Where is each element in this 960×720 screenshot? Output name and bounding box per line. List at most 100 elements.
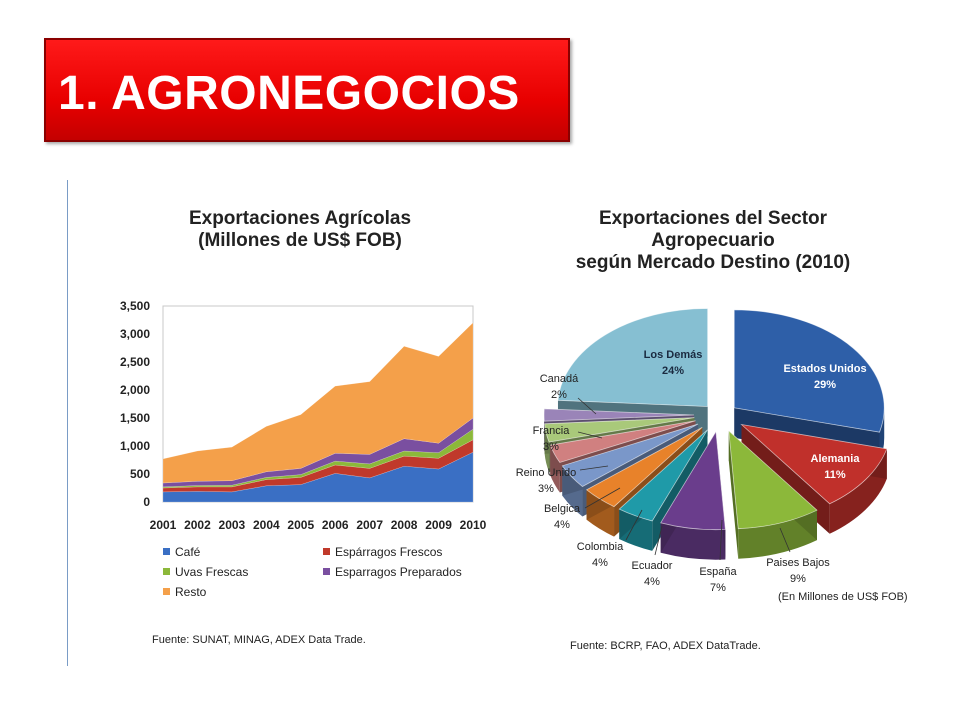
pie-label-name: Francia [533, 425, 571, 437]
pie-slice-top [733, 309, 885, 433]
pie-slice-side [879, 407, 885, 463]
legend-label: Esparragos Preparados [335, 565, 462, 579]
pie-slice-wall [728, 430, 817, 541]
pie-slice-canada [543, 408, 695, 452]
y-tick-label: 500 [130, 467, 150, 481]
legend-item-esparragos-preparados: Esparragos Preparados [323, 565, 462, 579]
legend-swatch [323, 568, 330, 575]
pie-slice-estados-unidos [733, 309, 885, 463]
slide-title-banner: 1. AGRONEGOCIOS [44, 38, 570, 142]
pie-slice-reino-unido [549, 420, 696, 493]
x-tick-label: 2006 [322, 518, 349, 532]
pie-label-pct: 2% [551, 389, 567, 401]
pie-slice-belgica [561, 423, 699, 517]
legend-swatch [323, 548, 330, 555]
pie-slice-wall [741, 424, 830, 534]
legend-item-esparragos-frescos: Espárragos Frescos [323, 545, 442, 559]
pie-leader-line [577, 397, 597, 415]
area-series-resto [162, 322, 474, 484]
pie-slice-top [728, 429, 818, 530]
pie-slice-paises-bajos [728, 429, 818, 559]
pie-slice-top [740, 423, 888, 505]
pie-label-ecuador: Ecuador 4% [632, 525, 673, 588]
x-tick-label: 2009 [425, 518, 452, 532]
x-tick-label: 2005 [287, 518, 314, 532]
pie-slice-top [618, 429, 708, 522]
area-chart-title: Exportaciones Agrícolas (Millones de US$… [150, 208, 450, 252]
legend-swatch [163, 588, 170, 595]
pie-label-pct: 11% [824, 469, 846, 481]
pie-slice-side [544, 423, 550, 473]
pie-label-name: Colombia [577, 541, 624, 553]
pie-slice-side [738, 510, 817, 559]
pie-chart-title-line1: Exportaciones del Sector [598, 208, 828, 229]
pie-chart-source: Fuente: BCRP, FAO, ADEX DataTrade. [570, 640, 761, 652]
pie-label-pct: 29% [814, 379, 836, 391]
pie-label-canada: Canadá 2% [540, 373, 597, 415]
slide-title: 1. AGRONEGOCIOS [58, 67, 520, 120]
legend-label: Café [175, 545, 201, 559]
x-tick-label: 2010 [460, 518, 487, 532]
pie-slice-ecuador [618, 429, 708, 551]
pie-label-colombia: Colombia 4% [577, 509, 643, 569]
pie-slice-espana [660, 430, 726, 560]
y-tick-label: 1,500 [120, 411, 150, 425]
pie-slice-wall [660, 431, 716, 553]
pie-chart-title-line2: Agropecuario [651, 230, 775, 251]
pie-label-pct: 4% [554, 519, 570, 531]
pie-label-pct: 4% [592, 557, 608, 569]
pie-label-name: Belgica [544, 503, 581, 515]
pie-slice-wall [544, 415, 694, 452]
pie-slice-wall [715, 431, 726, 560]
pie-slice-top [544, 417, 695, 443]
pie-slice-side [586, 489, 615, 537]
legend-label: Espárragos Frescos [335, 545, 442, 559]
pie-label-francia: Francia 3% [533, 425, 603, 453]
pie-chart-title-line3: según Mercado Destino (2010) [575, 252, 851, 273]
x-tick-label: 2008 [391, 518, 418, 532]
pie-label-pct: 7% [710, 582, 726, 594]
pie-slice-colombia [585, 426, 703, 537]
pie-slice-wall [619, 429, 708, 540]
pie-label-reino-unido: Reino Unido 3% [516, 465, 609, 495]
pie-label-pct: 4% [644, 576, 660, 588]
legend-item-cafe: Café [163, 545, 201, 559]
pie-label-pct: 9% [790, 573, 806, 585]
vertical-divider [67, 180, 68, 666]
pie-label-pct: 3% [538, 483, 554, 495]
x-tick-label: 2001 [150, 518, 177, 532]
pie-slice-wall [734, 407, 880, 463]
pie-label-alemania: Alemania 11% [811, 453, 861, 481]
area-series-esparragos-preparados [162, 417, 474, 488]
pie-label-paises-bajos: Paises Bajos 9% [766, 527, 830, 585]
pie-slice-wall [582, 424, 699, 517]
pie-slice-wall [741, 424, 887, 479]
x-tick-label: 2003 [219, 518, 246, 532]
pie-label-estados-unidos: Estados Unidos 29% [783, 363, 866, 391]
pie-label-los-demas: Los Demás 24% [644, 349, 703, 377]
pie-label-name: Alemania [811, 453, 861, 465]
pie-slice-wall [562, 424, 699, 496]
pie-label-name: España [699, 566, 737, 578]
x-tick-label: 2002 [184, 518, 211, 532]
pie-slice-side [829, 448, 887, 534]
pie-slice-wall [614, 427, 703, 537]
pie-slice-top [585, 426, 703, 508]
pie-slice-wall [728, 430, 739, 559]
pie-leader-line [577, 431, 603, 439]
area-series-esparragos-frescos [162, 439, 474, 493]
pie-label-pct: 24% [662, 365, 684, 377]
pie-slice-side [619, 509, 653, 551]
pie-label-pct: 3% [543, 441, 559, 453]
pie-leader-line [625, 509, 643, 541]
pie-label-name: Los Demás [644, 349, 703, 361]
pie-leader-line [719, 519, 723, 561]
legend-item-resto: Resto [163, 585, 207, 599]
legend-swatch [163, 548, 170, 555]
legend-item-uvas-frescas: Uvas Frescas [163, 565, 248, 579]
legend-label: Uvas Frescas [175, 565, 248, 579]
pie-slice-wall [544, 408, 694, 445]
pie-slice-wall [559, 420, 696, 493]
pie-slice-side [660, 522, 726, 560]
y-tick-label: 1,000 [120, 439, 150, 453]
